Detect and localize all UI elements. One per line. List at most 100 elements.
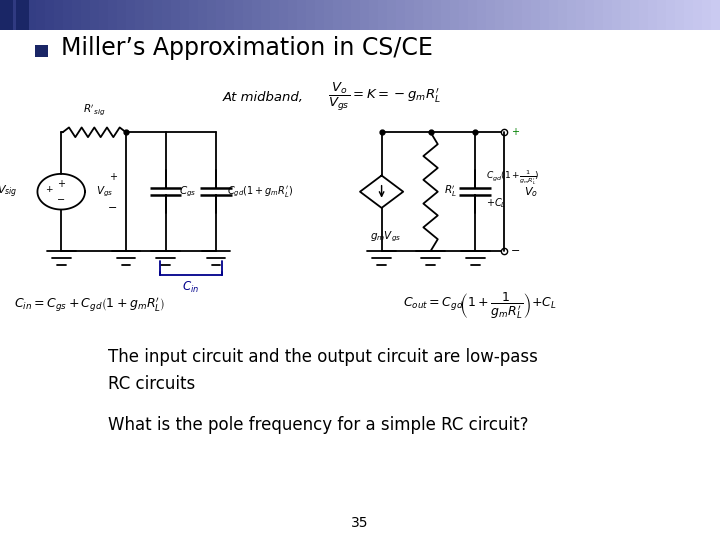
Bar [531,0,541,30]
Bar [35,45,48,57]
Bar [126,0,137,30]
Bar [585,0,595,30]
Bar [261,0,271,30]
Text: +: + [511,127,519,137]
Bar [360,0,370,30]
Bar [603,0,613,30]
Bar [63,0,73,30]
Bar [153,0,163,30]
Text: $C_{in}$: $C_{in}$ [182,280,199,295]
Bar [324,0,334,30]
Bar [243,0,253,30]
Bar [630,0,641,30]
Bar [198,0,209,30]
Text: Miller’s Approximation in CS/CE: Miller’s Approximation in CS/CE [61,36,433,59]
Bar [81,0,91,30]
Bar [495,0,505,30]
Bar [639,0,649,30]
Text: +: + [57,179,66,188]
Bar [648,0,658,30]
Bar [612,0,622,30]
Bar [234,0,245,30]
Bar [414,0,424,30]
Bar [369,0,379,30]
Text: $C_{gs}$: $C_{gs}$ [179,185,196,199]
Text: $\dfrac{V_o}{V_{gs}} = K = -g_m R_L^{\prime}$: $\dfrac{V_o}{V_{gs}} = K = -g_m R_L^{\pr… [328,81,441,113]
Bar [36,0,46,30]
Bar [702,0,712,30]
Bar [9,0,19,30]
Text: +: + [45,185,53,193]
Bar [558,0,569,30]
Bar [27,0,37,30]
Bar [666,0,677,30]
Text: $R'_{sig}$: $R'_{sig}$ [83,103,106,117]
Bar [432,0,442,30]
Bar [270,0,281,30]
Text: What is the pole frequency for a simple RC circuit?: What is the pole frequency for a simple … [108,416,528,434]
Bar [207,0,217,30]
Bar [684,0,694,30]
Bar [513,0,523,30]
Bar [576,0,586,30]
Bar [567,0,577,30]
Bar [342,0,353,30]
Bar [405,0,415,30]
Bar [693,0,703,30]
Bar [486,0,497,30]
Bar [0,0,13,30]
Bar [288,0,299,30]
Text: $R_L^{\prime}$: $R_L^{\prime}$ [444,184,456,199]
Text: $C_{gd}(1 + g_m R_L^{\prime})$: $C_{gd}(1 + g_m R_L^{\prime})$ [227,184,294,199]
Bar [351,0,361,30]
Text: −: − [108,203,117,213]
Bar [0,0,11,30]
Bar [16,0,29,30]
Bar [477,0,487,30]
Text: The input circuit and the output circuit are low-pass
RC circuits: The input circuit and the output circuit… [108,348,538,393]
Bar [297,0,307,30]
Bar [333,0,343,30]
Bar [108,0,119,30]
Text: $C_{out} = C_{gd}\!\left(1 + \dfrac{1}{g_m R_L^{\prime}}\right)\!+\!C_L$: $C_{out} = C_{gd}\!\left(1 + \dfrac{1}{g… [403,289,557,321]
Bar [594,0,604,30]
Bar [711,0,720,30]
Bar [522,0,532,30]
Bar [459,0,469,30]
Bar [549,0,559,30]
Bar [162,0,173,30]
Text: +: + [109,172,117,181]
Bar [144,0,154,30]
Text: $+C_L$: $+C_L$ [486,197,506,211]
Text: $V_o$: $V_o$ [524,185,538,199]
Bar [252,0,262,30]
Text: $C_{in} = C_{gs} + C_{gd}\left(1 + g_m R_L^{\prime}\right)$: $C_{in} = C_{gs} + C_{gd}\left(1 + g_m R… [14,296,166,314]
Text: $V_{sig}$: $V_{sig}$ [0,184,17,200]
Text: $C_{gd}(1+\!\frac{1}{g_m R_L^{\prime}}\!)$: $C_{gd}(1+\!\frac{1}{g_m R_L^{\prime}}\!… [486,169,539,187]
Text: At midband,: At midband, [223,91,304,104]
Bar [675,0,685,30]
Bar [621,0,631,30]
Bar [315,0,325,30]
Bar [378,0,389,30]
Bar [540,0,550,30]
Bar [441,0,451,30]
Bar [225,0,235,30]
Bar [423,0,433,30]
Bar [306,0,317,30]
Bar [117,0,127,30]
Bar [657,0,667,30]
Bar [279,0,289,30]
Bar [99,0,109,30]
Bar [54,0,65,30]
Bar [189,0,199,30]
Bar [387,0,397,30]
Bar [72,0,82,30]
Bar [180,0,190,30]
Bar [45,0,55,30]
Text: −: − [57,195,66,205]
Bar [90,0,101,30]
Bar [468,0,478,30]
Bar [18,0,29,30]
Bar [216,0,226,30]
